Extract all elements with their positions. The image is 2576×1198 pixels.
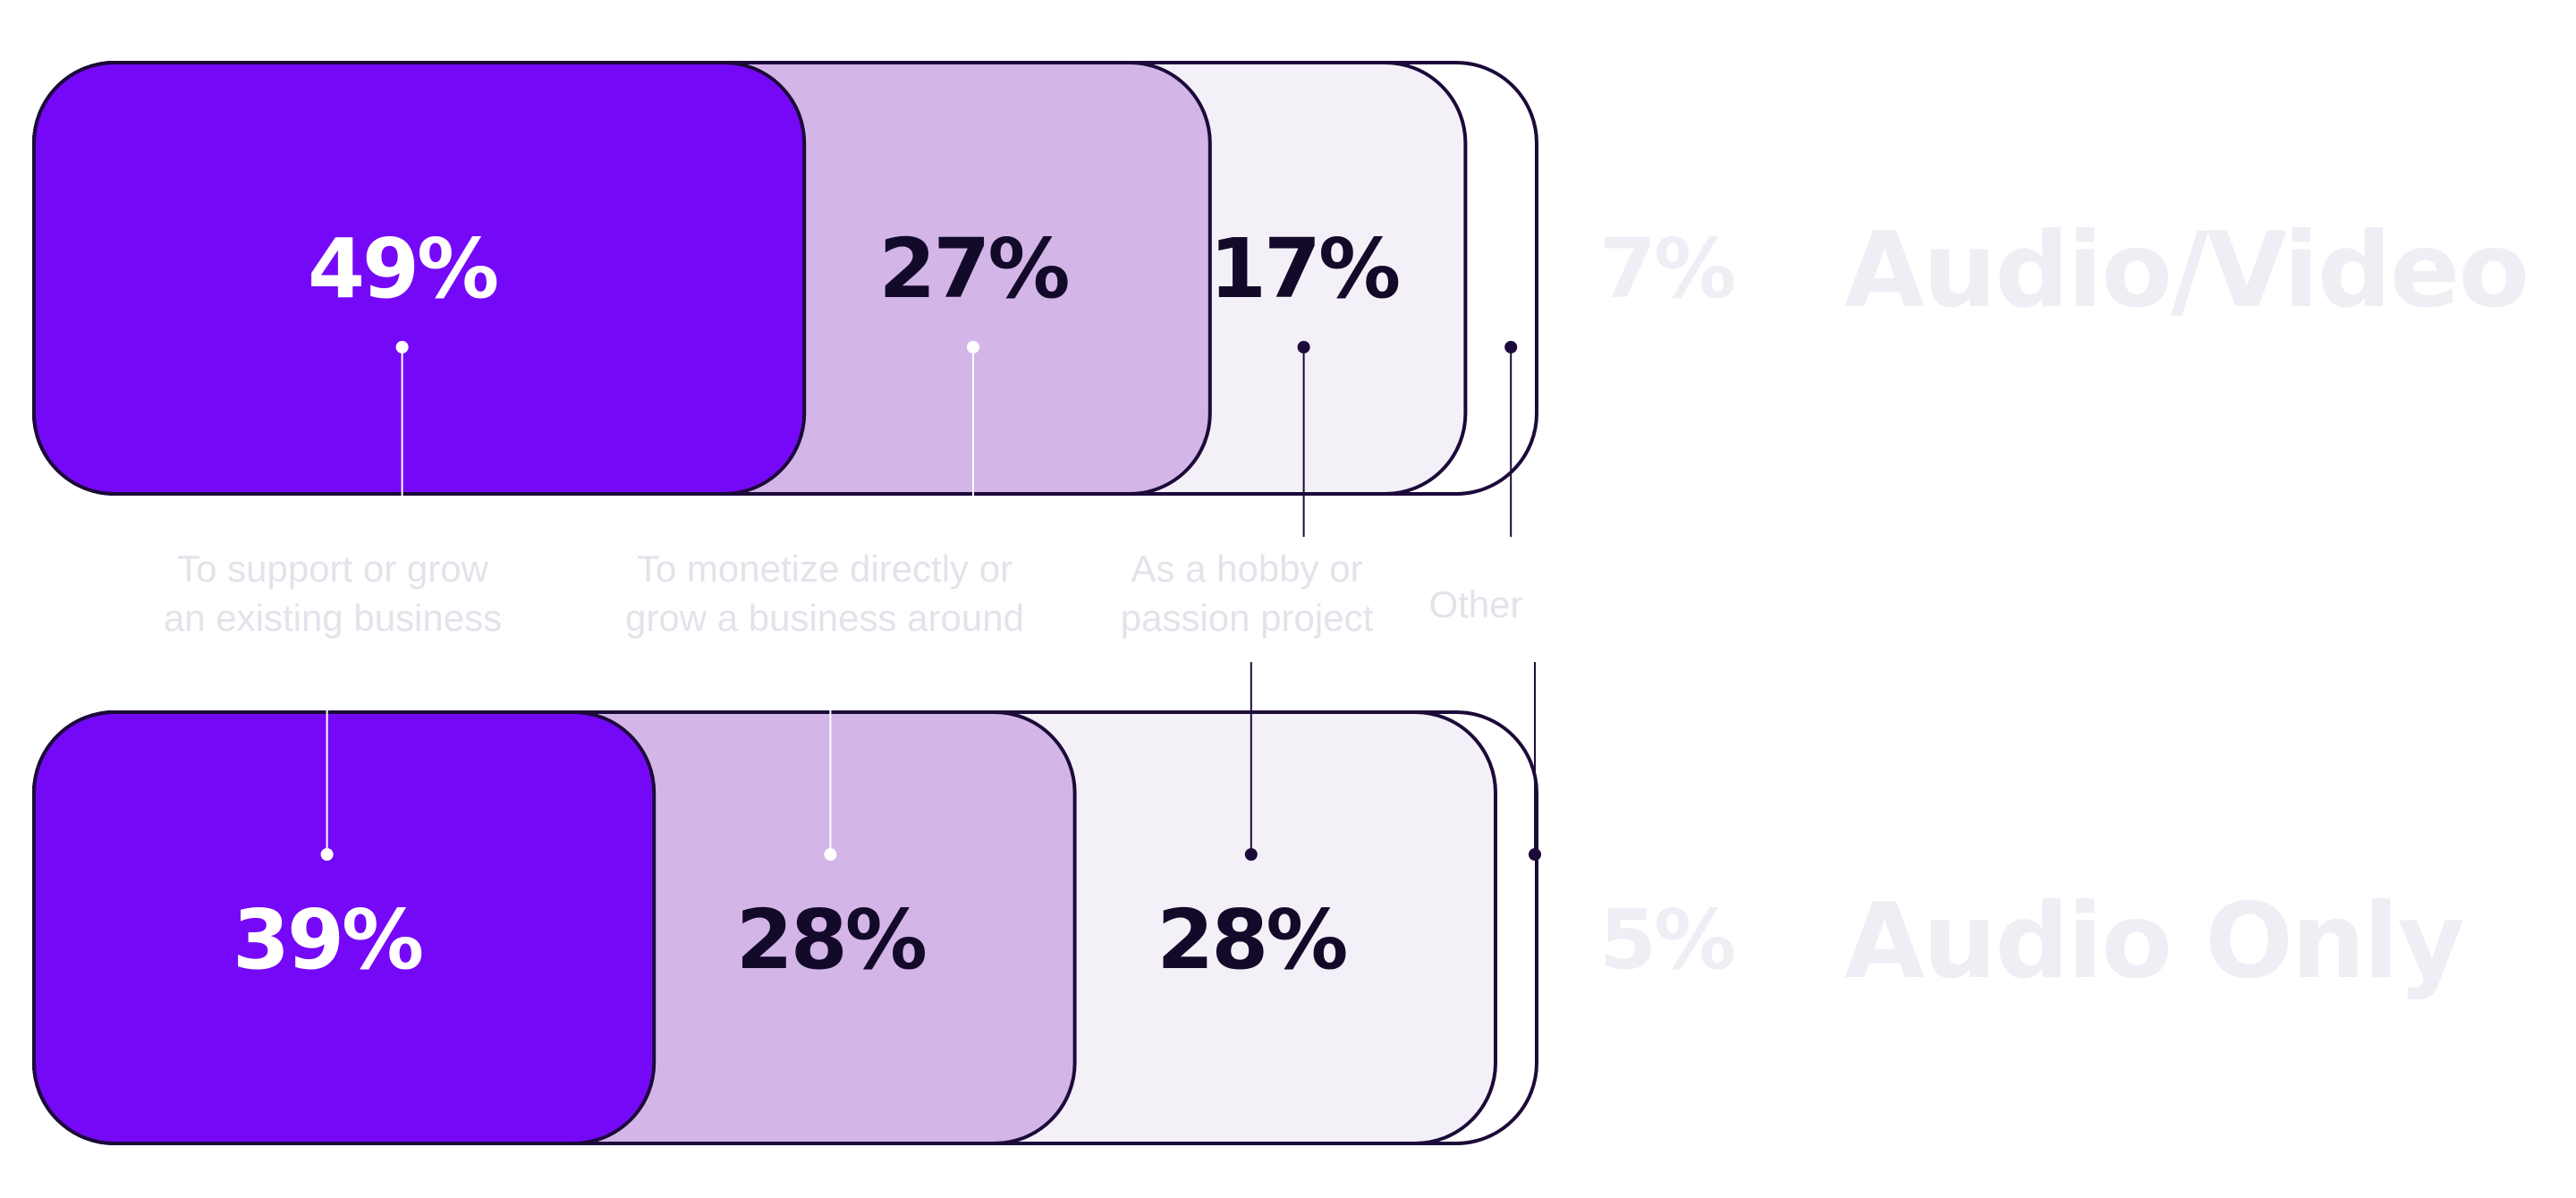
leader-dot-2-1 xyxy=(320,848,334,861)
leader-dot-2-4 xyxy=(1529,848,1541,861)
series-label-2: To monetize directly or grow a business a… xyxy=(625,548,1024,639)
leader-dot-2-3 xyxy=(1244,848,1258,861)
leader-dot-1-2 xyxy=(967,341,979,353)
series-label-3: As a hobby or passion project xyxy=(1121,548,1374,639)
bar-segment-2-1 xyxy=(32,710,657,1145)
leader-dot-2-2 xyxy=(824,848,837,861)
value-label-2-3: 28% xyxy=(1157,892,1346,988)
bar-segment-1-1 xyxy=(32,61,807,496)
series-label-1: To support or grow an existing business xyxy=(164,548,502,639)
row-label-2: Audio Only xyxy=(1844,881,2463,1002)
row-label-1: Audio/Video xyxy=(1844,210,2528,331)
leader-dot-1-3 xyxy=(1297,341,1310,353)
value-label-1-2: 27% xyxy=(878,221,1068,317)
series-label-4: Other xyxy=(1428,583,1522,625)
leader-dot-1-4 xyxy=(1504,341,1518,353)
value-label-2-2: 28% xyxy=(736,892,926,988)
leader-dot-1-1 xyxy=(395,341,409,353)
value-label-1-1: 49% xyxy=(308,221,497,317)
value-label-2-1: 39% xyxy=(233,892,422,988)
value-label-1-4: 7% xyxy=(1599,221,1734,317)
value-label-2-4: 5% xyxy=(1599,892,1734,988)
value-label-1-3: 17% xyxy=(1209,221,1399,317)
